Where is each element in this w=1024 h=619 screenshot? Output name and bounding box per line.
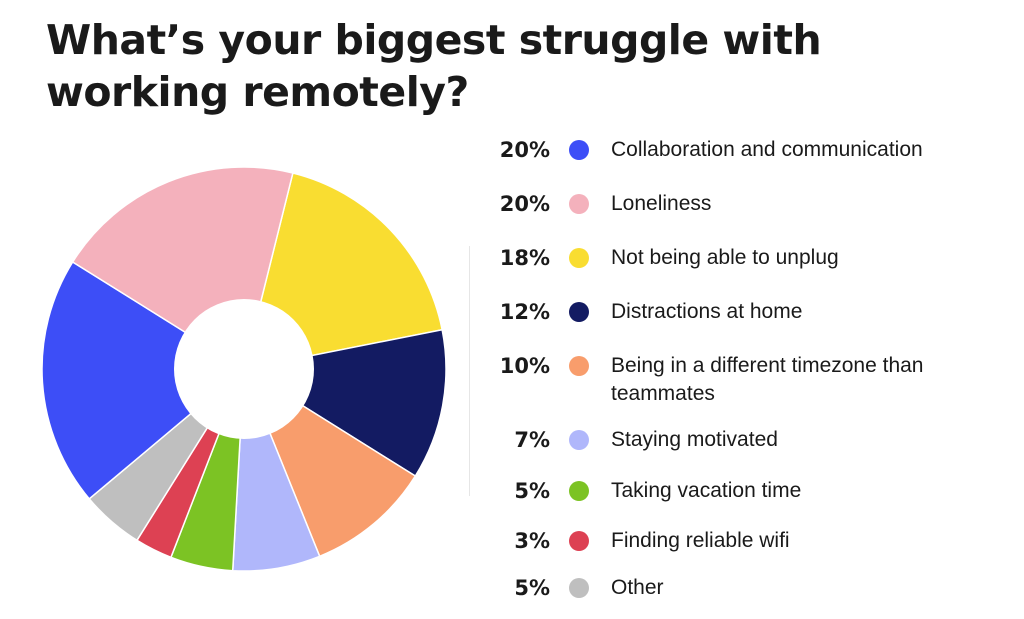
legend-label: Other	[611, 576, 664, 599]
legend-percent: 7%	[514, 428, 550, 452]
legend-item: 5% Taking vacation time	[480, 477, 1020, 517]
legend-label: Distractions at home	[611, 300, 803, 323]
donut-chart	[41, 166, 447, 572]
legend-divider	[469, 246, 470, 496]
legend-item: 18% Not being able to unplug	[480, 244, 1020, 284]
donut-hole	[174, 299, 314, 439]
legend-label: Not being able to unplug	[611, 246, 839, 269]
legend-swatch	[569, 481, 589, 501]
chart-title: What’s your biggest struggle with workin…	[46, 16, 822, 116]
legend-swatch	[569, 194, 589, 214]
legend-swatch	[569, 140, 589, 160]
donut-slice-0	[41, 260, 246, 500]
legend-label: Staying motivated	[611, 428, 778, 451]
legend-percent: 20%	[499, 192, 550, 216]
legend-swatch	[569, 356, 589, 376]
legend-label: Taking vacation time	[611, 479, 802, 502]
legend-swatch	[569, 430, 589, 450]
legend-item: 10% Being in a different timezone than te…	[480, 352, 1020, 405]
legend-item: 3% Finding reliable wifi	[480, 527, 1020, 567]
legend-item: 5% Other	[480, 574, 1020, 614]
legend-percent: 12%	[499, 300, 550, 324]
legend-label: Being in a different timezone than teamm…	[611, 354, 924, 405]
legend-item: 20% Loneliness	[480, 190, 1020, 230]
legend-item: 7% Staying motivated	[480, 426, 1020, 466]
legend-item: 20% Collaboration and communication	[480, 136, 1020, 176]
legend-swatch	[569, 578, 589, 598]
legend-label: Collaboration and communication	[611, 138, 923, 161]
legend-percent: 5%	[514, 479, 550, 503]
legend-percent: 5%	[514, 576, 550, 600]
legend-label: Loneliness	[611, 192, 712, 215]
legend-label: Finding reliable wifi	[611, 529, 790, 552]
legend-swatch	[569, 248, 589, 268]
legend-percent: 10%	[499, 354, 550, 378]
legend-item: 12% Distractions at home	[480, 298, 1020, 338]
legend-swatch	[569, 302, 589, 322]
legend-percent: 3%	[514, 529, 550, 553]
legend-percent: 18%	[499, 246, 550, 270]
legend-percent: 20%	[499, 138, 550, 162]
legend-swatch	[569, 531, 589, 551]
